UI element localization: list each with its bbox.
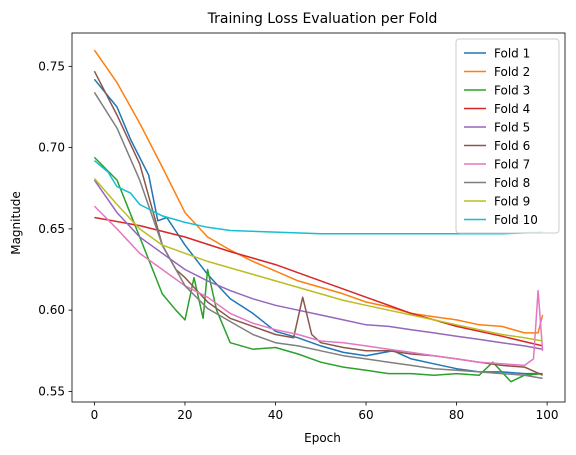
legend-label: Fold 10 bbox=[494, 213, 538, 227]
series-line-8 bbox=[93, 91, 543, 380]
series-line-7 bbox=[93, 205, 544, 367]
x-tick-label: 60 bbox=[358, 408, 373, 422]
x-tick-label: 20 bbox=[177, 408, 192, 422]
y-tick-label: 0.75 bbox=[38, 59, 65, 73]
y-axis-label: Magnitude bbox=[9, 191, 23, 255]
y-tick-label: 0.65 bbox=[38, 222, 65, 236]
y-tick-label: 0.55 bbox=[38, 384, 65, 398]
legend-label: Fold 2 bbox=[494, 65, 530, 79]
legend-label: Fold 3 bbox=[494, 84, 530, 98]
plot-area bbox=[93, 49, 544, 383]
y-axis: 0.55 0.60 0.65 0.70 0.75 bbox=[38, 59, 72, 398]
y-tick-label: 0.60 bbox=[38, 303, 65, 317]
series-line-1 bbox=[93, 78, 543, 375]
series-line-9 bbox=[93, 178, 543, 342]
x-tick-label: 100 bbox=[536, 408, 559, 422]
series-line-2 bbox=[93, 49, 544, 334]
legend-label: Fold 6 bbox=[494, 139, 530, 153]
legend-label: Fold 8 bbox=[494, 176, 530, 190]
series-line-4 bbox=[94, 216, 543, 347]
x-tick-label: 40 bbox=[268, 408, 283, 422]
legend-label: Fold 1 bbox=[494, 47, 530, 61]
x-tick-label: 80 bbox=[449, 408, 464, 422]
legend-label: Fold 7 bbox=[494, 158, 530, 172]
series-line-3 bbox=[93, 156, 543, 383]
legend-box bbox=[455, 38, 560, 234]
legend-label: Fold 4 bbox=[494, 102, 530, 116]
legend-label: Fold 5 bbox=[494, 121, 530, 135]
legend: Fold 1 Fold 2 Fold 3 Fold 4 Fold 5 Fold 6 Fold… bbox=[455, 38, 560, 234]
x-axis-label: Epoch bbox=[304, 431, 341, 445]
y-tick-label: 0.70 bbox=[38, 141, 65, 155]
legend-label: Fold 9 bbox=[494, 195, 530, 209]
chart-title: Training Loss Evaluation per Fold bbox=[207, 11, 438, 27]
x-tick-label: 0 bbox=[91, 408, 99, 422]
axes-frame bbox=[71, 32, 566, 403]
series-line-10 bbox=[93, 160, 543, 235]
x-axis: 0 20 40 60 80 100 bbox=[91, 402, 559, 422]
